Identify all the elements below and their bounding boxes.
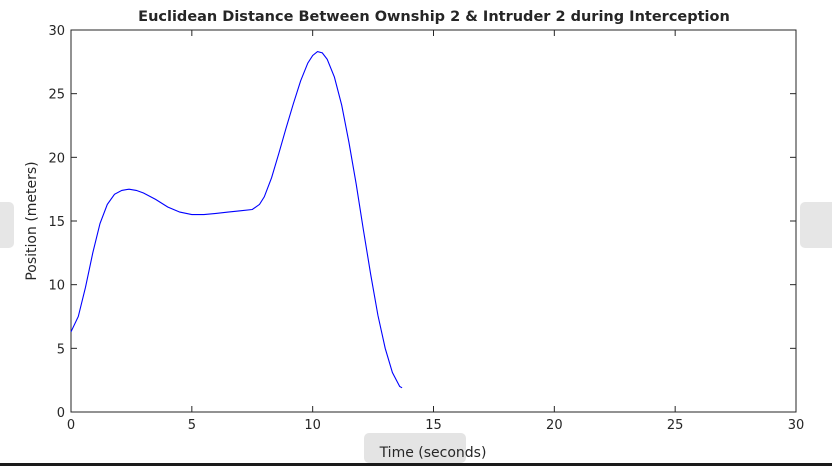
left-panel-handle[interactable]	[0, 202, 14, 248]
y-tick-label: 30	[48, 24, 65, 39]
axis-tick-labels: 0 5 10 15 20 25 30 0 5 10 15 20 25 30	[48, 24, 804, 433]
x-tick-label: 20	[546, 418, 563, 433]
y-tick-label: 5	[57, 342, 65, 357]
plot-area	[70, 29, 797, 413]
right-panel-handle[interactable]	[800, 202, 832, 248]
x-tick-label: 15	[425, 418, 442, 433]
y-tick-label: 0	[57, 406, 65, 421]
x-tick-label: 5	[188, 418, 196, 433]
x-axis-label-highlight	[364, 433, 466, 463]
y-tick-label: 20	[48, 151, 65, 166]
y-tick-label: 25	[48, 88, 65, 103]
x-tick-label: 25	[667, 418, 684, 433]
chart-title: Euclidean Distance Between Ownship 2 & I…	[138, 9, 730, 25]
window-bottom-edge	[0, 463, 832, 466]
y-tick-label: 10	[48, 279, 65, 294]
x-tick-label: 0	[67, 418, 75, 433]
axis-ticks	[70, 29, 797, 413]
series-line	[70, 50, 403, 389]
y-axis-label: Position (meters)	[24, 161, 40, 280]
x-tick-label: 30	[788, 418, 805, 433]
x-tick-label: 10	[304, 418, 321, 433]
y-tick-label: 15	[48, 215, 65, 230]
